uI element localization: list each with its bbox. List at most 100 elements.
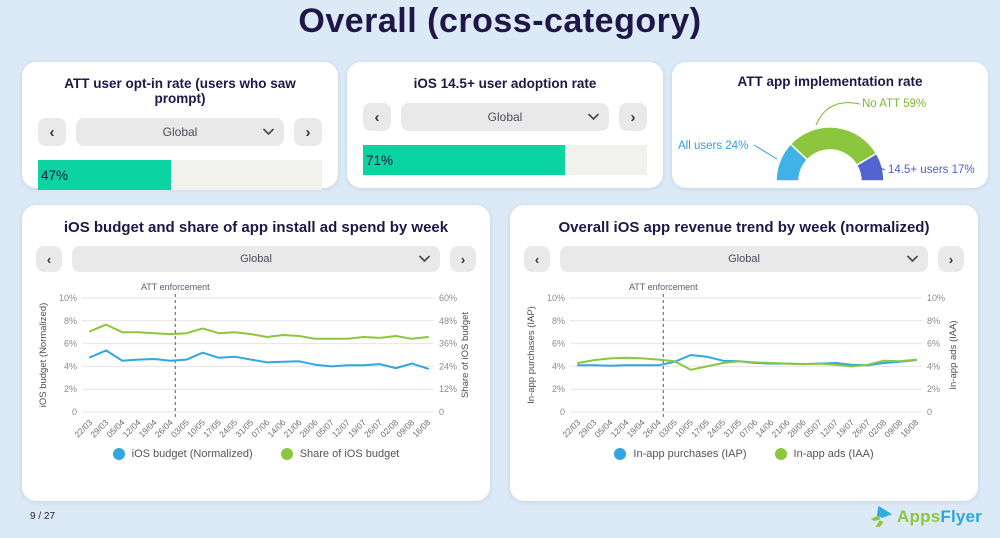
left-axis-tick: 2% (552, 384, 565, 394)
legend-dot-icon (774, 448, 787, 460)
gauge-label-connector (875, 165, 886, 171)
chevron-down-icon (588, 113, 599, 121)
right-axis-tick: 6% (927, 339, 940, 349)
line-series (89, 323, 429, 340)
region-prev-button[interactable]: ‹ (524, 246, 550, 272)
region-next-button[interactable]: › (938, 246, 964, 272)
gauge-label-connector (815, 102, 861, 126)
line-series (577, 356, 917, 371)
right-axis-tick: 0 (439, 407, 444, 417)
region-prev-button[interactable]: ‹ (363, 103, 391, 131)
right-axis-tick: 10% (927, 293, 945, 303)
left-axis-tick: 0 (560, 407, 565, 417)
legend-item: In-app purchases (IAP) (614, 448, 747, 460)
region-dropdown[interactable]: Global (560, 246, 928, 272)
right-axis-tick: 24% (439, 361, 457, 371)
right-axis-tick: 8% (927, 316, 940, 326)
revenue-trend-legend: In-app purchases (IAP) In-app ads (IAA) (524, 448, 964, 460)
left-axis-tick: 10% (59, 293, 77, 303)
x-axis-label: 16/08 (898, 417, 920, 439)
budget-spend-title: iOS budget and share of app install ad s… (63, 219, 449, 236)
opt-in-progress-fill (38, 160, 172, 190)
right-axis-title: Share of iOS budget (460, 312, 471, 398)
region-dropdown-value: Global (162, 125, 198, 139)
right-axis-tick: 2% (927, 384, 940, 394)
legend-item: In-app ads (IAA) (774, 448, 874, 460)
legend-item: iOS budget (Normalized) (112, 448, 253, 460)
x-axis-label: 16/08 (410, 417, 432, 439)
opt-in-progress-value: 47% (41, 168, 69, 183)
region-dropdown-value: Global (728, 253, 760, 265)
att-opt-in-card: ATT user opt-in rate (users who saw prom… (22, 62, 338, 190)
region-dropdown[interactable]: Global (76, 118, 284, 146)
region-next-button[interactable]: › (619, 103, 647, 131)
opt-in-progress-bar: 47% (38, 160, 322, 190)
left-axis-tick: 8% (64, 316, 77, 326)
region-prev-button[interactable]: ‹ (36, 246, 62, 272)
adoption-rate-card: iOS 14.5+ user adoption rate ‹ Global › … (347, 62, 663, 188)
region-selector: ‹ Global › (524, 246, 964, 272)
right-axis-tick: 60% (439, 293, 457, 303)
region-dropdown[interactable]: Global (72, 246, 440, 272)
appsflyer-logo-text: AppsFlyer (897, 507, 982, 527)
legend-item: Share of iOS budget (280, 448, 400, 460)
left-axis-tick: 6% (64, 339, 77, 349)
right-axis-title: In-app ads (IAA) (948, 320, 959, 389)
left-axis-tick: 8% (552, 316, 565, 326)
budget-spend-card: iOS budget and share of app install ad s… (22, 205, 490, 501)
chevron-down-icon (907, 255, 918, 263)
left-axis-tick: 10% (547, 293, 565, 303)
att-opt-in-title: ATT user opt-in rate (users who saw prom… (64, 76, 296, 106)
left-axis-tick: 4% (64, 361, 77, 371)
chevron-down-icon (263, 128, 274, 136)
right-axis-tick: 0 (927, 407, 932, 417)
line-chart-canvas: 10% 10% 8% 8% 6% 6% 4% 4% 2% 2% 0 0 In-app purchases… (526, 282, 959, 439)
legend-label: Share of iOS budget (299, 448, 400, 460)
region-next-button[interactable]: › (450, 246, 476, 272)
legend-dot-icon (280, 448, 293, 460)
legend-label: In-app purchases (IAP) (633, 448, 747, 460)
left-axis-tick: 0 (72, 407, 77, 417)
gauge-label-connector (753, 144, 778, 160)
appsflyer-logo: AppsFlyer (870, 505, 982, 529)
region-prev-button[interactable]: ‹ (38, 118, 66, 146)
logo-flyer: Flyer (940, 507, 982, 526)
adoption-progress-value: 71% (366, 153, 394, 168)
appsflyer-logo-icon (870, 505, 894, 529)
budget-spend-chart: 10% 60% 8% 48% 6% 36% 4% 24% 2% 12% 0 0 iOS budget (… (36, 280, 476, 446)
region-dropdown[interactable]: Global (401, 103, 609, 131)
legend-dot-icon (614, 448, 627, 460)
page-title: Overall (cross-category) (298, 2, 702, 40)
legend-label: In-app ads (IAA) (793, 448, 874, 460)
gauge-segment-label: 14.5+ users 17% (888, 164, 975, 176)
budget-spend-legend: iOS budget (Normalized) Share of iOS budg… (36, 448, 476, 460)
region-next-button[interactable]: › (294, 118, 322, 146)
adoption-progress-bar: 71% (363, 145, 647, 175)
left-axis-tick: 2% (64, 384, 77, 394)
revenue-trend-card: Overall iOS app revenue trend by week (n… (510, 205, 978, 501)
revenue-trend-chart: 10% 10% 8% 8% 6% 6% 4% 4% 2% 2% 0 0 In-app purchases… (524, 280, 964, 446)
att-enforcement-label: ATT enforcement (629, 282, 698, 292)
left-axis-tick: 4% (552, 361, 565, 371)
gauge-segment (855, 152, 885, 182)
region-dropdown-value: Global (487, 110, 523, 124)
region-selector: ‹ Global › (363, 103, 647, 131)
legend-dot-icon (112, 448, 125, 460)
region-selector: ‹ Global › (36, 246, 476, 272)
line-series (89, 349, 429, 370)
line-chart-canvas: 10% 60% 8% 48% 6% 36% 4% 24% 2% 12% 0 0 iOS budget (… (38, 282, 471, 439)
right-axis-tick: 4% (927, 361, 940, 371)
region-selector: ‹ Global › (38, 118, 322, 146)
right-axis-tick: 12% (439, 384, 457, 394)
legend-label: iOS budget (Normalized) (131, 448, 253, 460)
gauge-segment-label: No ATT 59% (862, 98, 926, 110)
left-axis-tick: 6% (552, 339, 565, 349)
att-implementation-title: ATT app implementation rate (737, 74, 923, 89)
att-enforcement-label: ATT enforcement (141, 282, 210, 292)
att-implementation-gauge: All users 24% No ATT 59% 14.5+ users 17% (678, 93, 982, 190)
revenue-trend-title: Overall iOS app revenue trend by week (n… (558, 219, 930, 236)
left-axis-title: iOS budget (Normalized) (38, 303, 49, 408)
left-axis-title: In-app purchases (IAP) (526, 306, 537, 404)
gauge-canvas: All users 24% No ATT 59% 14.5+ users 17% (678, 98, 975, 182)
att-implementation-card: ATT app implementation rate All users 24… (672, 62, 988, 188)
